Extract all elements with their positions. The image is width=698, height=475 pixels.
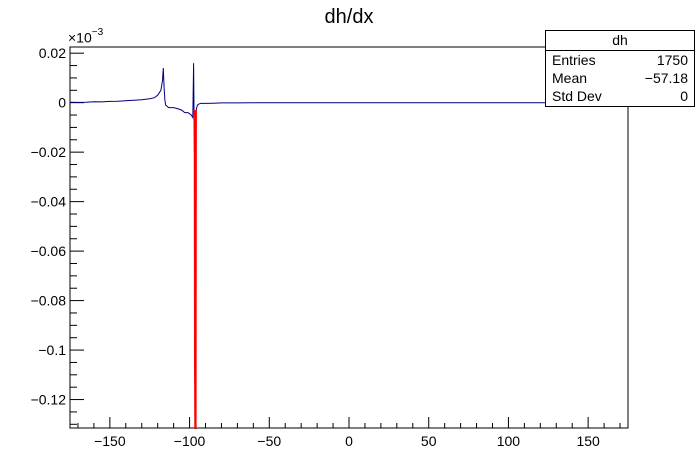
stats-name: dh xyxy=(546,31,694,51)
y-tick-label: 0 xyxy=(58,95,66,111)
y-tick-label: −0.08 xyxy=(31,293,67,309)
series-group xyxy=(69,63,628,429)
stats-row-mean: Mean −57.18 xyxy=(546,69,694,87)
y-tick-label: −0.06 xyxy=(31,243,67,259)
stats-row-entries: Entries 1750 xyxy=(546,51,694,69)
stats-box: dh Entries 1750 Mean −57.18 Std Dev 0 xyxy=(545,30,695,107)
x-tick-label: −100 xyxy=(174,433,206,449)
stats-value: 1750 xyxy=(656,52,688,68)
y-tick-label: −0.12 xyxy=(31,392,67,408)
x-axis: −150 −100 −50 0 50 100 150 xyxy=(77,417,621,449)
y-tick-label: −0.04 xyxy=(31,194,67,210)
x-tick-label: 0 xyxy=(345,433,353,449)
x-tick-label: 150 xyxy=(576,433,600,449)
y-tick-label: −0.02 xyxy=(31,144,67,160)
y-tick-label: −0.1 xyxy=(38,342,66,358)
x-tick-label: 50 xyxy=(421,433,437,449)
stats-label: Std Dev xyxy=(552,88,602,104)
series-line-2 xyxy=(193,110,197,429)
x-tick-label: −150 xyxy=(94,433,126,449)
stats-row-stddev: Std Dev 0 xyxy=(546,87,694,105)
stats-value: −57.18 xyxy=(644,70,688,86)
x-tick-label: −50 xyxy=(257,433,281,449)
stats-label: Mean xyxy=(552,70,588,86)
stats-label: Entries xyxy=(552,52,596,68)
stats-value: 0 xyxy=(680,88,688,104)
y-tick-label: 0.02 xyxy=(39,45,66,61)
series-line-1 xyxy=(69,63,628,153)
x-tick-label: 100 xyxy=(497,433,521,449)
y-exponent-label: ×10−3 xyxy=(68,27,104,46)
chart-title: dh/dx xyxy=(324,6,374,28)
